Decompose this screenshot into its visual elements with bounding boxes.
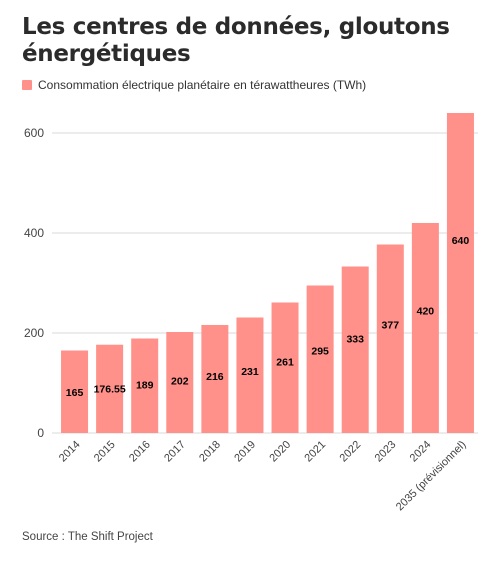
x-tick-label: 2020 <box>267 439 293 465</box>
x-tick-label: 2035 (prévisionnel) <box>394 439 469 514</box>
bar <box>306 285 334 433</box>
legend-label: Consommation électrique planétaire en té… <box>38 78 367 92</box>
data-label: 333 <box>346 333 364 345</box>
bar <box>271 302 299 433</box>
bar <box>96 344 124 433</box>
bar <box>166 332 194 433</box>
data-label: 420 <box>417 306 435 318</box>
y-tick-label: 600 <box>24 126 44 140</box>
data-label: 295 <box>311 346 329 358</box>
x-tick-label: 2022 <box>338 439 364 465</box>
data-label: 165 <box>66 387 84 399</box>
bar <box>236 317 264 433</box>
x-tick-label: 2019 <box>232 439 258 465</box>
bar <box>201 325 229 433</box>
data-label: 261 <box>276 356 294 368</box>
x-tick-label: 2017 <box>162 439 188 465</box>
y-tick-label: 400 <box>24 226 44 240</box>
x-tick-label: 2015 <box>92 439 118 465</box>
bar <box>131 338 159 433</box>
y-tick-label: 0 <box>37 426 44 440</box>
x-tick-label: 2023 <box>373 439 399 465</box>
x-tick-label: 2021 <box>302 439 328 465</box>
x-tick-label: 2016 <box>127 439 153 465</box>
chart-title: Les centres de données, gloutons énergét… <box>22 14 450 67</box>
bar <box>341 266 369 433</box>
source-note: Source : The Shift Project <box>22 531 153 543</box>
bar <box>446 113 474 433</box>
bar <box>376 244 404 433</box>
data-label: 640 <box>452 235 470 247</box>
x-tick-label: 2014 <box>57 439 83 465</box>
x-tick-label: 2018 <box>197 439 223 465</box>
legend-swatch <box>22 80 32 90</box>
x-tick-label: 2024 <box>408 439 434 465</box>
legend: Consommation électrique planétaire en té… <box>22 78 366 92</box>
data-label: 202 <box>171 375 189 387</box>
data-label: 189 <box>136 380 154 392</box>
y-tick-label: 200 <box>24 326 44 340</box>
data-label: 231 <box>241 366 259 378</box>
bar <box>411 223 439 433</box>
data-label: 377 <box>382 319 400 331</box>
data-label: 216 <box>206 371 224 383</box>
data-label: 176.55 <box>94 384 126 396</box>
bar <box>61 350 89 433</box>
